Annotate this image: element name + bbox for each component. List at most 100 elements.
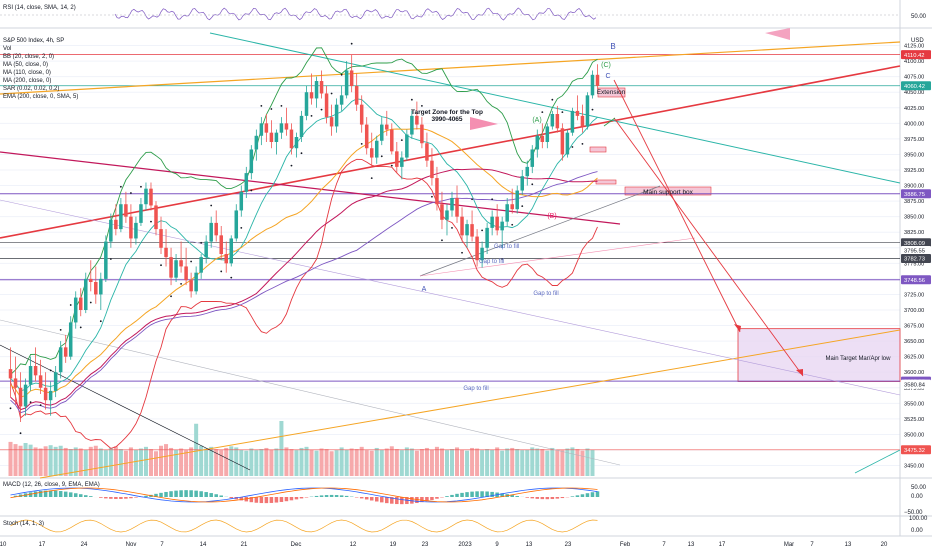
- candle-body: [124, 204, 128, 216]
- macd-histogram-bar: [330, 495, 334, 497]
- volume-bar: [545, 451, 549, 476]
- volume-bar: [335, 450, 339, 476]
- macd-tick-0: 0.00: [911, 494, 923, 500]
- volume-bar: [380, 450, 384, 476]
- wave-c: C: [605, 73, 610, 80]
- x-tick-label: Feb: [620, 542, 631, 548]
- volume-bar: [470, 448, 474, 476]
- sar-dot: [30, 401, 32, 403]
- sar-dot: [381, 155, 383, 157]
- volume-bar: [490, 450, 494, 476]
- candle-body: [99, 279, 103, 295]
- candle-body: [74, 298, 78, 323]
- candle-body: [24, 385, 28, 407]
- volume-bar: [174, 450, 178, 476]
- sar-dot: [130, 192, 132, 194]
- legend-ma200: MA (200, close, 0): [3, 78, 51, 84]
- sar-dot: [110, 258, 112, 260]
- sar-dot: [150, 221, 152, 223]
- sar-dot: [572, 146, 574, 148]
- macd-histogram-bar: [280, 497, 284, 502]
- y-tick-label: 3500.00: [904, 432, 924, 438]
- candle-body: [591, 75, 595, 96]
- candle-body: [179, 260, 183, 266]
- macd-histogram-bar: [380, 497, 384, 502]
- y-tick-label: 3625.00: [904, 355, 924, 361]
- candle-body: [345, 70, 349, 95]
- y-tick-label: 4100.00: [904, 59, 924, 65]
- volume-bar: [585, 449, 589, 477]
- price-tag-label: 4110.42: [904, 53, 925, 59]
- sar-dot: [291, 165, 293, 167]
- volume-bar: [84, 450, 88, 476]
- volume-bar: [390, 446, 394, 476]
- target-zone-title: Target Zone for the Top: [411, 109, 483, 116]
- candle-body: [240, 192, 244, 211]
- x-tick-label: 17: [39, 542, 46, 548]
- volume-bar: [505, 449, 509, 477]
- volume-bar: [410, 449, 414, 477]
- macd-histogram-bar: [199, 491, 203, 497]
- candle-body: [149, 189, 153, 206]
- volume-bar: [274, 449, 278, 477]
- candle-body: [49, 391, 53, 400]
- sar-dot: [100, 320, 102, 322]
- macd-histogram-bar: [515, 496, 519, 497]
- macd-histogram-bar: [59, 491, 63, 497]
- y-tick-label: 3550.00: [904, 401, 924, 407]
- x-tick-label: 13: [526, 542, 533, 548]
- macd-histogram-bar: [270, 497, 274, 503]
- macd-histogram-bar: [525, 497, 529, 498]
- volume-bar: [234, 447, 238, 476]
- y-tick-label: 3875.00: [904, 199, 924, 205]
- candle-body: [405, 135, 409, 158]
- candle-body: [350, 70, 354, 86]
- macd-histogram-bar: [596, 491, 600, 497]
- candle-body: [556, 114, 560, 128]
- volume-bar: [219, 450, 223, 476]
- macd-histogram-bar: [430, 497, 434, 500]
- legend-ma110: MA (110, close, 0): [3, 70, 51, 76]
- candle-body: [275, 133, 279, 142]
- macd-histogram-bar: [400, 497, 404, 504]
- macd-histogram-bar: [229, 497, 233, 498]
- macd-histogram-bar: [475, 491, 479, 497]
- y-tick-label: 4050.00: [904, 90, 924, 96]
- x-tick-label: 13: [845, 542, 852, 548]
- volume-bar: [44, 446, 48, 476]
- macd-histogram-bar: [536, 497, 540, 499]
- macd-histogram-bar: [89, 496, 93, 497]
- wave-b-paren: (B): [547, 213, 556, 220]
- volume-bar: [400, 450, 404, 476]
- candle-body: [184, 266, 188, 280]
- macd-histogram-bar: [345, 496, 349, 497]
- candle-body: [420, 125, 424, 144]
- gap-fill-label-3: Gap to fill: [533, 291, 558, 297]
- volume-bar: [139, 449, 143, 477]
- volume-bar: [580, 451, 584, 476]
- volume-bar: [154, 451, 158, 476]
- candle-body: [395, 151, 399, 167]
- volume-bar: [590, 450, 594, 476]
- y-tick-label: 4075.00: [904, 75, 924, 81]
- candle-body: [450, 198, 454, 210]
- candle-body: [290, 130, 294, 149]
- candle-body: [89, 279, 93, 282]
- sar-dot: [301, 152, 303, 154]
- volume-bar: [415, 451, 419, 476]
- volume-bar: [460, 450, 464, 476]
- candle-body: [505, 204, 509, 221]
- candle-body: [360, 105, 364, 125]
- macd-histogram-bar: [455, 494, 459, 497]
- candle-body: [69, 322, 73, 356]
- legend-sar: SAR (0.02, 0.02, 0.2): [3, 86, 59, 92]
- macd-histogram-bar: [69, 492, 73, 497]
- wave-a-bottom: A: [422, 286, 427, 293]
- volume-bar: [330, 451, 334, 476]
- macd-histogram-bar: [375, 497, 379, 501]
- macd-histogram-bar: [531, 497, 535, 498]
- legend-bb: BB (20, close, 2, 0): [3, 54, 54, 60]
- volume-bar: [515, 449, 519, 476]
- volume-bar: [179, 449, 183, 477]
- sar-dot: [240, 227, 242, 229]
